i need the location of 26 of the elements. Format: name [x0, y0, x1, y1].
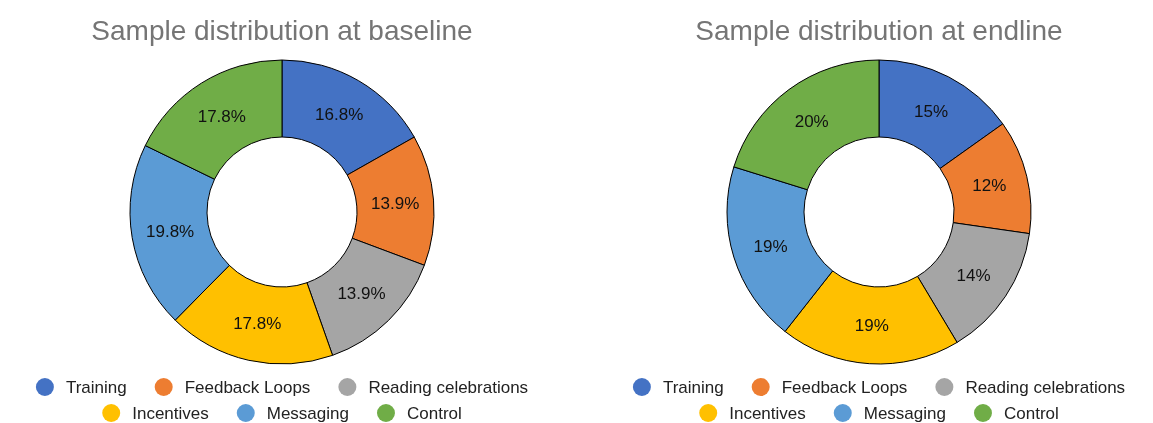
legend-label: Reading celebrations	[965, 377, 1126, 397]
legend-label: Control	[406, 403, 462, 423]
legend-label: Feedback Loops	[781, 377, 908, 397]
chart-title: Sample distribution at endline	[695, 15, 1063, 46]
data-label: 19%	[753, 236, 788, 256]
data-label: 17.8%	[197, 106, 246, 126]
legend-label: Messaging	[266, 403, 349, 423]
data-label: 13.9%	[371, 194, 420, 214]
legend-label: Incentives	[132, 403, 209, 423]
legend-label: Messaging	[863, 403, 946, 423]
data-label: 16.8%	[315, 104, 364, 124]
legend-label: Training	[65, 377, 127, 397]
data-label: 19.8%	[146, 222, 195, 242]
data-label: 14%	[956, 265, 991, 285]
legend-label: Training	[662, 377, 724, 397]
data-label: 15%	[913, 102, 949, 122]
data-label: 12%	[972, 176, 1007, 196]
legend-label: Reading celebrations	[368, 377, 529, 397]
data-label: 13.9%	[337, 283, 386, 303]
data-label: 20%	[794, 111, 829, 131]
legend-label: Feedback Loops	[184, 377, 311, 397]
legend-label: Control	[1003, 403, 1059, 423]
data-label: 17.8%	[233, 313, 282, 333]
data-label: 19%	[854, 316, 889, 336]
legend-label: Incentives	[729, 403, 806, 423]
chart-title: Sample distribution at baseline	[91, 15, 473, 46]
